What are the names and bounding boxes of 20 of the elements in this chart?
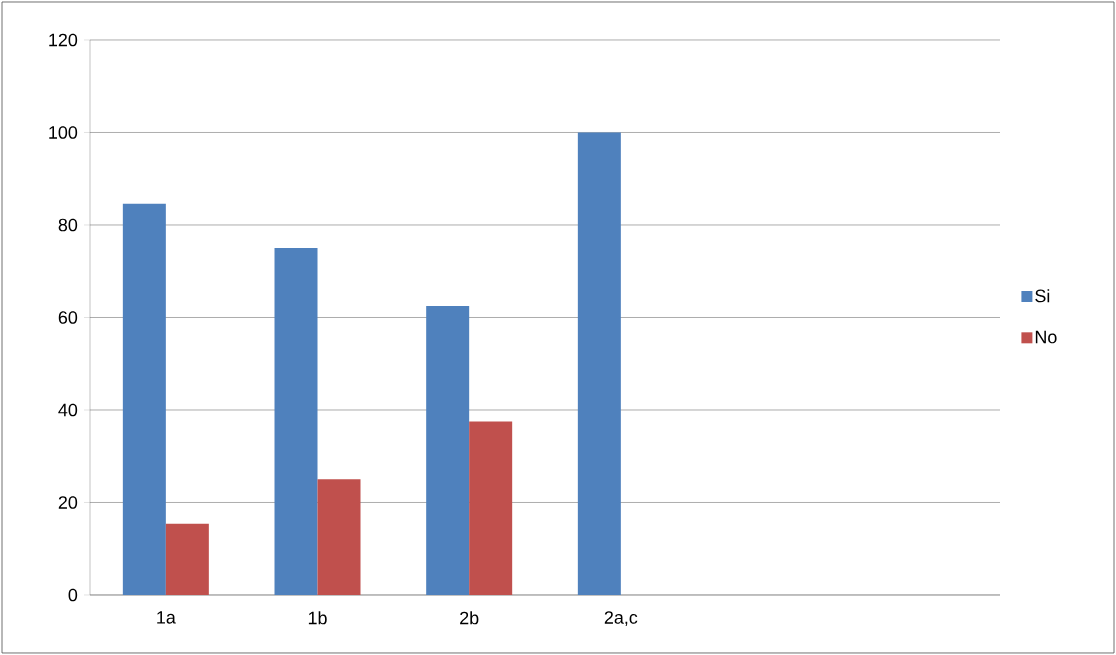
x-tick-label: 2b xyxy=(460,611,479,625)
legend-label: Si xyxy=(1035,289,1050,303)
x-tick-label: 1b xyxy=(308,611,327,625)
x-tick-label: 2a,c xyxy=(604,611,638,626)
y-tick-label: 0 xyxy=(68,588,78,602)
bar xyxy=(426,305,470,595)
bar xyxy=(122,203,166,595)
x-tick-label: 1a xyxy=(157,611,176,624)
y-tick-label: 80 xyxy=(58,218,78,232)
y-tick-label: 100 xyxy=(49,126,78,139)
bar xyxy=(469,421,513,595)
bar xyxy=(317,479,361,595)
bar xyxy=(274,248,318,595)
legend-label: No xyxy=(1035,330,1057,344)
y-tick-label: 40 xyxy=(58,403,78,417)
bar xyxy=(577,132,621,595)
y-tick-label: 20 xyxy=(58,496,78,509)
y-tick-label: 120 xyxy=(49,33,78,47)
bar xyxy=(165,523,209,595)
y-tick-label: 60 xyxy=(58,311,78,324)
